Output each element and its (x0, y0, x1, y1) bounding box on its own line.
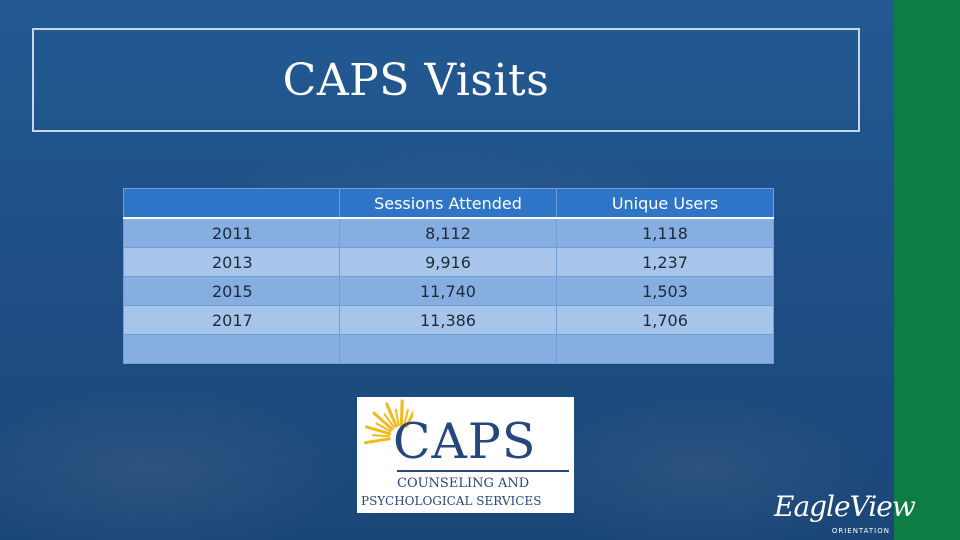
header-cell-users: Unique Users (556, 188, 774, 219)
year-cell: 2015 (123, 276, 340, 306)
eagleview-logo: EagleView ORIENTATION (774, 490, 916, 538)
table-row: 2015 11,740 1,503 (123, 276, 774, 306)
caps-rule (397, 470, 569, 472)
sun-icon (363, 399, 413, 446)
caps-subtitle-line2: PSYCHOLOGICAL SERVICES (361, 494, 542, 508)
users-cell (556, 334, 774, 364)
users-cell: 1,237 (556, 247, 774, 277)
caps-subtitle-line1: COUNSELING AND (397, 476, 530, 491)
caps-wordmark: CAPS (393, 413, 537, 470)
sessions-cell: 11,740 (339, 276, 557, 306)
sun-ray (375, 422, 392, 433)
sun-ray (364, 425, 391, 436)
sun-ray (402, 408, 409, 427)
table-row-empty (123, 334, 774, 364)
sun-ray (372, 434, 391, 438)
table-header-row: Sessions Attended Unique Users (123, 188, 774, 219)
sun-ray (363, 437, 391, 445)
sun-ray (404, 410, 413, 428)
sessions-cell: 11,386 (339, 305, 557, 335)
header-cell-blank (123, 188, 340, 219)
sessions-cell (339, 334, 557, 364)
sun-ray (394, 408, 400, 427)
table-row: 2017 11,386 1,706 (123, 305, 774, 335)
caps-logo: CAPS COUNSELING AND PSYCHOLOGICAL SERVIC… (357, 397, 574, 513)
table-row: 2011 8,112 1,118 (123, 217, 774, 248)
eagleview-script: EagleView (774, 490, 916, 523)
eagleview-subtitle: ORIENTATION (831, 527, 890, 535)
slide-title: CAPS Visits (282, 54, 550, 106)
users-cell: 1,706 (556, 305, 774, 335)
accent-bar (894, 0, 960, 540)
table-row: 2013 9,916 1,237 (123, 247, 774, 277)
header-cell-sessions: Sessions Attended (339, 188, 557, 219)
year-cell: 2013 (123, 247, 340, 277)
users-cell: 1,118 (556, 217, 774, 248)
year-cell (123, 334, 340, 364)
sun-ray (399, 399, 404, 427)
sun-ray (385, 402, 398, 428)
users-cell: 1,503 (556, 276, 774, 306)
year-cell: 2017 (123, 305, 340, 335)
sun-ray (372, 411, 394, 431)
sun-ray (383, 413, 395, 429)
sessions-cell: 9,916 (339, 247, 557, 277)
year-cell: 2011 (123, 217, 340, 248)
visits-table: Sessions Attended Unique Users 2011 8,11… (123, 188, 774, 364)
sessions-cell: 8,112 (339, 217, 557, 248)
title-frame: CAPS Visits (32, 28, 860, 132)
